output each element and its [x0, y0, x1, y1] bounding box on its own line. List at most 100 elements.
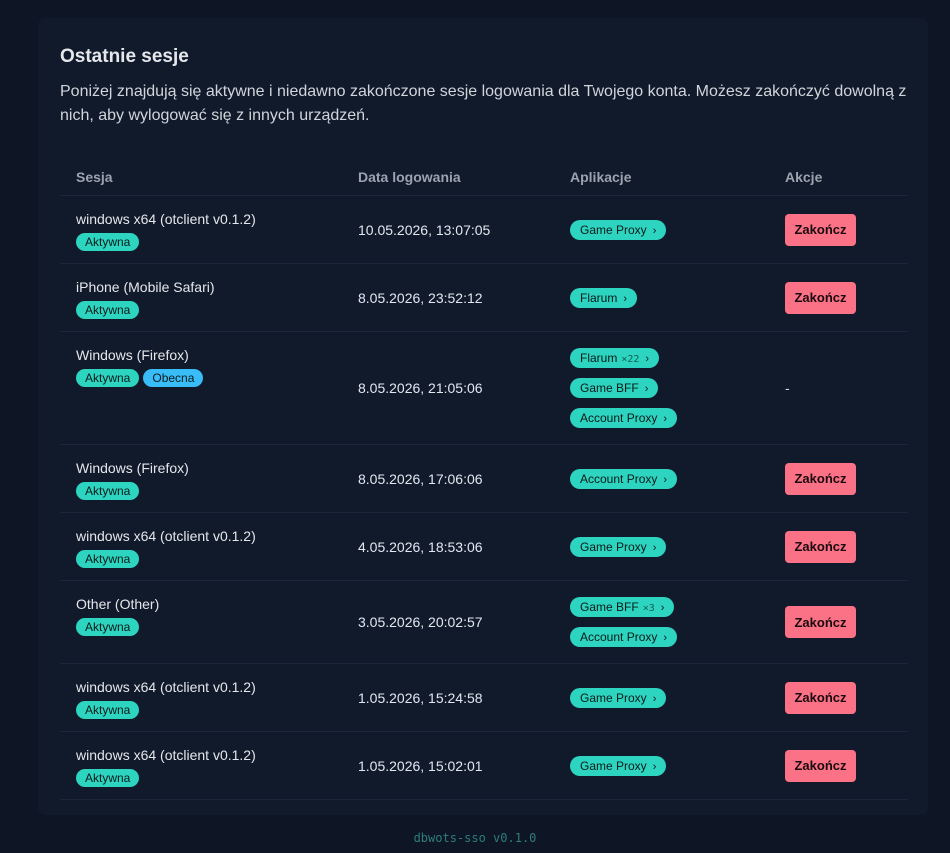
- date-cell: 4.05.2026, 18:53:06: [342, 513, 554, 580]
- session-row: Windows (Firefox) Aktywna Obecna 8.05.2026,…: [60, 332, 908, 445]
- session-cell: windows x64 (otclient v0.1.2) Aktywna: [60, 732, 342, 799]
- apps: Game Proxy: [570, 687, 753, 708]
- app-pill[interactable]: Flarum ×22: [570, 348, 660, 368]
- apps: Game BFF×3 Account Proxy: [570, 597, 753, 647]
- apps: Game Proxy: [570, 219, 753, 240]
- session-row: windows x64 (otclient v0.1.2) Aktywna 4.05…: [60, 513, 908, 581]
- apps-cell: Game Proxy: [554, 513, 769, 580]
- badges: Aktywna: [76, 482, 326, 500]
- session-row: Windows (Firefox) Aktywna 8.05.2026, 17:06…: [60, 445, 908, 513]
- app-name: Game Proxy: [580, 690, 647, 705]
- apps: Flarum: [570, 287, 753, 308]
- column-header: Data logowania: [358, 168, 461, 185]
- apps-cell: Game Proxy: [554, 196, 769, 263]
- apps: Game Proxy: [570, 536, 753, 557]
- session-cell: windows x64 (otclient v0.1.2) Aktywna: [60, 664, 342, 731]
- app-pill[interactable]: Account Proxy: [570, 627, 678, 647]
- session-name: windows x64 (otclient v0.1.2): [76, 528, 256, 544]
- app-pill[interactable]: Account Proxy: [570, 408, 678, 428]
- app-pill[interactable]: Game BFF: [570, 378, 659, 398]
- badges: Aktywna Obecna: [76, 369, 326, 387]
- app-name: Game BFF: [580, 381, 639, 395]
- session-name: Windows (Firefox): [76, 347, 189, 363]
- app-count: ×22: [621, 354, 640, 365]
- app-pill[interactable]: Game Proxy: [570, 219, 667, 240]
- app-name: Flarum: [580, 351, 618, 365]
- badges: Aktywna: [76, 301, 326, 319]
- end-session-button[interactable]: Zakończ: [785, 213, 856, 246]
- status-badge: Aktywna: [76, 701, 140, 719]
- apps: Game Proxy: [570, 755, 753, 776]
- app-name: Game Proxy: [580, 222, 647, 237]
- app-name: Account Proxy: [580, 630, 658, 644]
- status-badge: Aktywna: [76, 550, 140, 568]
- end-session-button[interactable]: Zakończ: [785, 462, 856, 495]
- session-row: windows x64 (otclient v0.1.2) Aktywna 1.05…: [60, 664, 908, 732]
- date-cell: 10.05.2026, 13:07:05: [342, 196, 554, 263]
- app-pill[interactable]: Game Proxy: [570, 536, 667, 557]
- end-session-button[interactable]: Zakończ: [785, 749, 856, 782]
- table-header: Sesja Data logowania Aplikacje Akcje: [60, 158, 908, 196]
- badges: Aktywna: [76, 701, 326, 719]
- session-name: Other (Other): [76, 596, 160, 612]
- column-header: Akcje: [785, 168, 823, 185]
- action-cell: -: [769, 332, 908, 444]
- column-header: Aplikacje: [570, 168, 632, 185]
- app-count: ×3: [642, 603, 655, 614]
- action-cell: Zakończ: [769, 196, 908, 263]
- login-date: 8.05.2026, 21:05:06: [358, 380, 483, 396]
- login-date: 10.05.2026, 13:07:05: [358, 221, 491, 238]
- no-action: -: [785, 380, 790, 396]
- end-session-button[interactable]: Zakończ: [785, 606, 856, 638]
- app-pill[interactable]: Flarum: [570, 287, 638, 308]
- action-cell: Zakończ: [769, 732, 908, 799]
- app-pill[interactable]: Game Proxy: [570, 755, 667, 776]
- date-cell: 8.05.2026, 21:05:06: [342, 332, 554, 444]
- login-date: 8.05.2026, 23:52:12: [358, 289, 483, 306]
- apps: Flarum×22 Game BFF Account Proxy: [570, 348, 753, 428]
- badges: Aktywna: [76, 233, 326, 251]
- apps-cell: Game Proxy: [554, 732, 769, 799]
- sessions-card: Ostatnie sesje Poniżej znajdują się akty…: [38, 18, 928, 815]
- status-badge: Aktywna: [76, 233, 140, 251]
- badges: Aktywna: [76, 550, 326, 568]
- status-badge: Aktywna: [76, 301, 140, 319]
- session-name: windows x64 (otclient v0.1.2): [76, 211, 256, 227]
- badges: Aktywna: [76, 769, 326, 787]
- action-cell: Zakończ: [769, 664, 908, 731]
- login-date: 1.05.2026, 15:24:58: [358, 689, 483, 706]
- date-cell: 1.05.2026, 15:24:58: [342, 664, 554, 731]
- action-cell: Zakończ: [769, 445, 908, 512]
- action-cell: Zakończ: [769, 581, 908, 663]
- app-pill[interactable]: Account Proxy: [570, 468, 678, 489]
- session-cell: Other (Other) Aktywna: [60, 581, 342, 663]
- action-cell: Zakończ: [769, 513, 908, 580]
- login-date: 4.05.2026, 18:53:06: [358, 538, 483, 555]
- apps-cell: Flarum×22 Game BFF Account Proxy: [554, 332, 769, 444]
- session-row: windows x64 (otclient v0.1.2) Aktywna 10.0…: [60, 196, 908, 264]
- status-badge: Aktywna: [76, 369, 140, 387]
- date-cell: 8.05.2026, 23:52:12: [342, 264, 554, 331]
- app-pill[interactable]: Game Proxy: [570, 687, 667, 708]
- sessions-table: Sesja Data logowania Aplikacje Akcje windows…: [60, 158, 908, 800]
- date-cell: 3.05.2026, 20:02:57: [342, 581, 554, 663]
- session-cell: windows x64 (otclient v0.1.2) Aktywna: [60, 196, 342, 263]
- status-badge: Aktywna: [76, 769, 140, 787]
- status-badge: Obecna: [143, 369, 204, 387]
- session-row: Other (Other) Aktywna 3.05.2026, 20:02:57 G…: [60, 581, 908, 664]
- status-badge: Aktywna: [76, 482, 140, 500]
- column-header: Sesja: [76, 168, 113, 185]
- login-date: 8.05.2026, 17:06:06: [358, 470, 483, 487]
- end-session-button[interactable]: Zakończ: [785, 681, 856, 714]
- end-session-button[interactable]: Zakończ: [785, 530, 856, 563]
- session-name: windows x64 (otclient v0.1.2): [76, 679, 256, 695]
- app-name: Flarum: [580, 290, 618, 305]
- session-cell: Windows (Firefox) Aktywna Obecna: [60, 332, 342, 444]
- app-name: Account Proxy: [580, 471, 658, 486]
- status-badge: Aktywna: [76, 618, 140, 636]
- action-cell: Zakończ: [769, 264, 908, 331]
- end-session-button[interactable]: Zakończ: [785, 281, 856, 314]
- app-pill[interactable]: Game BFF ×3: [570, 597, 675, 617]
- session-row: windows x64 (otclient v0.1.2) Aktywna 1.05…: [60, 732, 908, 800]
